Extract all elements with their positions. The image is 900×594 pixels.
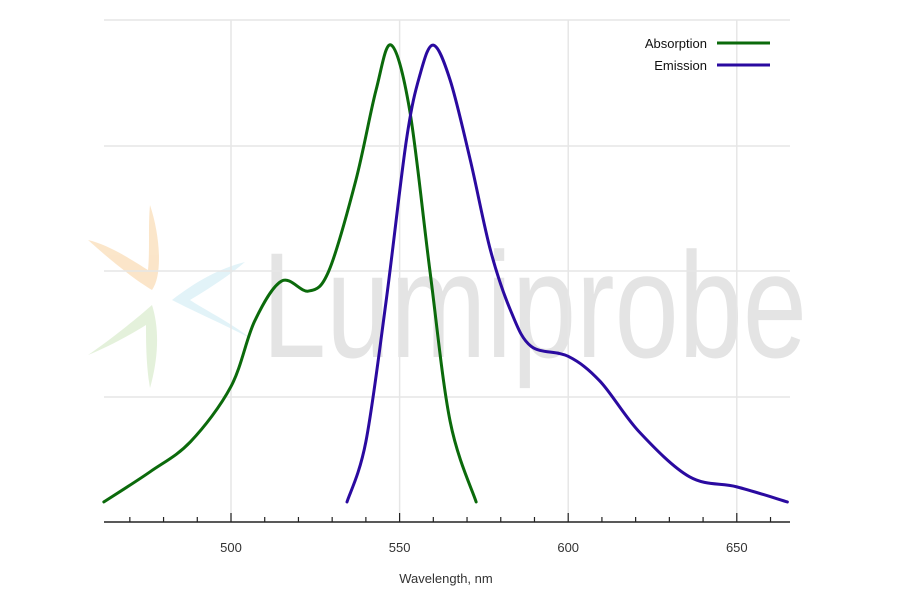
legend-label-absorption: Absorption xyxy=(645,36,707,51)
x-axis-label: Wavelength, nm xyxy=(399,571,492,586)
legend-label-emission: Emission xyxy=(654,58,707,73)
x-tick-label: 500 xyxy=(220,540,242,555)
x-tick-label: 650 xyxy=(726,540,748,555)
grid xyxy=(104,19,790,522)
legend: Absorption Emission xyxy=(645,36,770,73)
series-line-absorption xyxy=(102,43,478,504)
series-line-emission xyxy=(345,43,789,504)
x-axis: 500 550 600 650 xyxy=(104,513,790,555)
lumiprobe-logo-icon xyxy=(88,205,250,388)
x-tick-label: 550 xyxy=(389,540,411,555)
x-tick-label: 600 xyxy=(557,540,579,555)
series-layer xyxy=(102,43,789,504)
watermark-text: Lumiprobe xyxy=(262,221,807,389)
